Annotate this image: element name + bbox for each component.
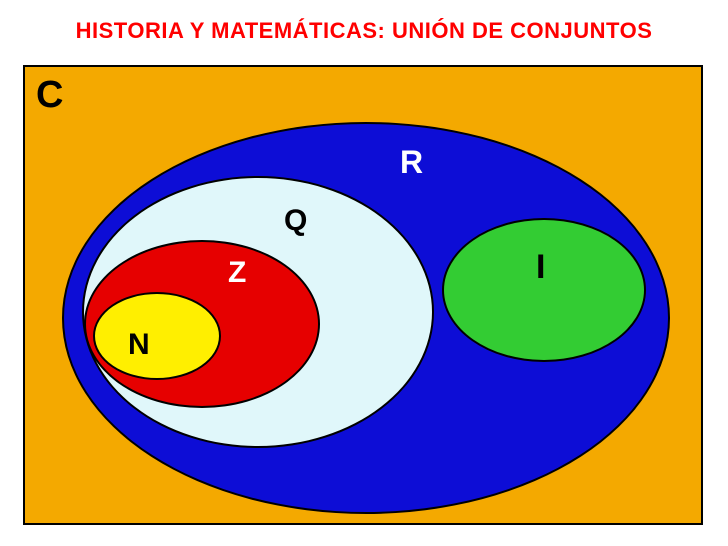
set-I xyxy=(442,218,646,362)
label-R: R xyxy=(400,144,423,181)
diagram-frame xyxy=(23,65,703,525)
set-N xyxy=(93,292,221,380)
label-C: C xyxy=(36,74,63,117)
label-N: N xyxy=(128,328,150,362)
label-I: I xyxy=(536,248,545,287)
label-Z: Z xyxy=(228,256,246,290)
page-title: HISTORIA Y MATEMÁTICAS: UNIÓN DE CONJUNT… xyxy=(0,0,728,44)
label-Q: Q xyxy=(284,204,307,238)
